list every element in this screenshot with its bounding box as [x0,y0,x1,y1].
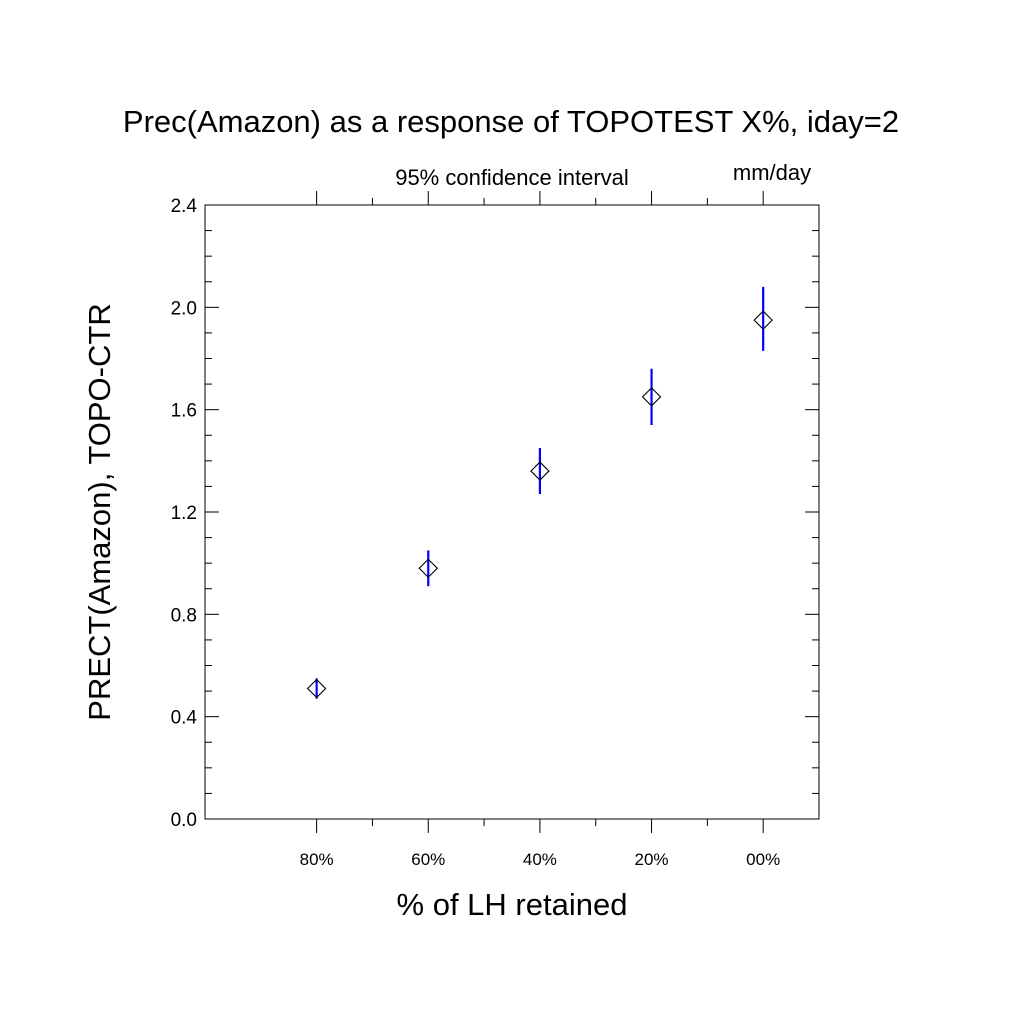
plot-frame [204,204,820,820]
data-marks [306,286,773,699]
units-label: mm/day [733,160,811,185]
y-tick-label: 0.4 [171,708,198,729]
y-tick-label: 1.2 [171,503,197,524]
chart-title: Prec(Amazon) as a response of TOPOTEST X… [123,104,899,139]
x-tick-label: 60% [411,850,445,869]
data-point-diamond [641,387,662,407]
x-tick-label: 80% [300,850,334,869]
x-tick-label: 00% [746,850,780,869]
y-tick-label: 2.0 [171,298,197,319]
data-point-diamond [418,558,439,579]
x-tick-label: 40% [523,850,557,869]
data-point-diamond [530,461,550,481]
x-axis-label: % of LH retained [397,887,628,922]
y-tick-label: 0.8 [171,605,197,626]
data-point-diamond [306,678,327,699]
data-point-diamond [753,310,773,330]
y-axis-label: PRECT(Amazon), TOPO-CTR [82,303,117,720]
axis-ticks: 0.0 0.4 0.8 1.2 1.6 2.0 2.4 80% 60% 40% 20% 00% [171,191,819,869]
y-tick-label: 2.4 [171,196,198,217]
y-tick-label: 1.6 [171,401,197,422]
y-tick-label: 0.0 [171,810,197,831]
chart-subtitle: 95% confidence interval [395,165,629,190]
x-tick-label: 20% [635,850,669,869]
